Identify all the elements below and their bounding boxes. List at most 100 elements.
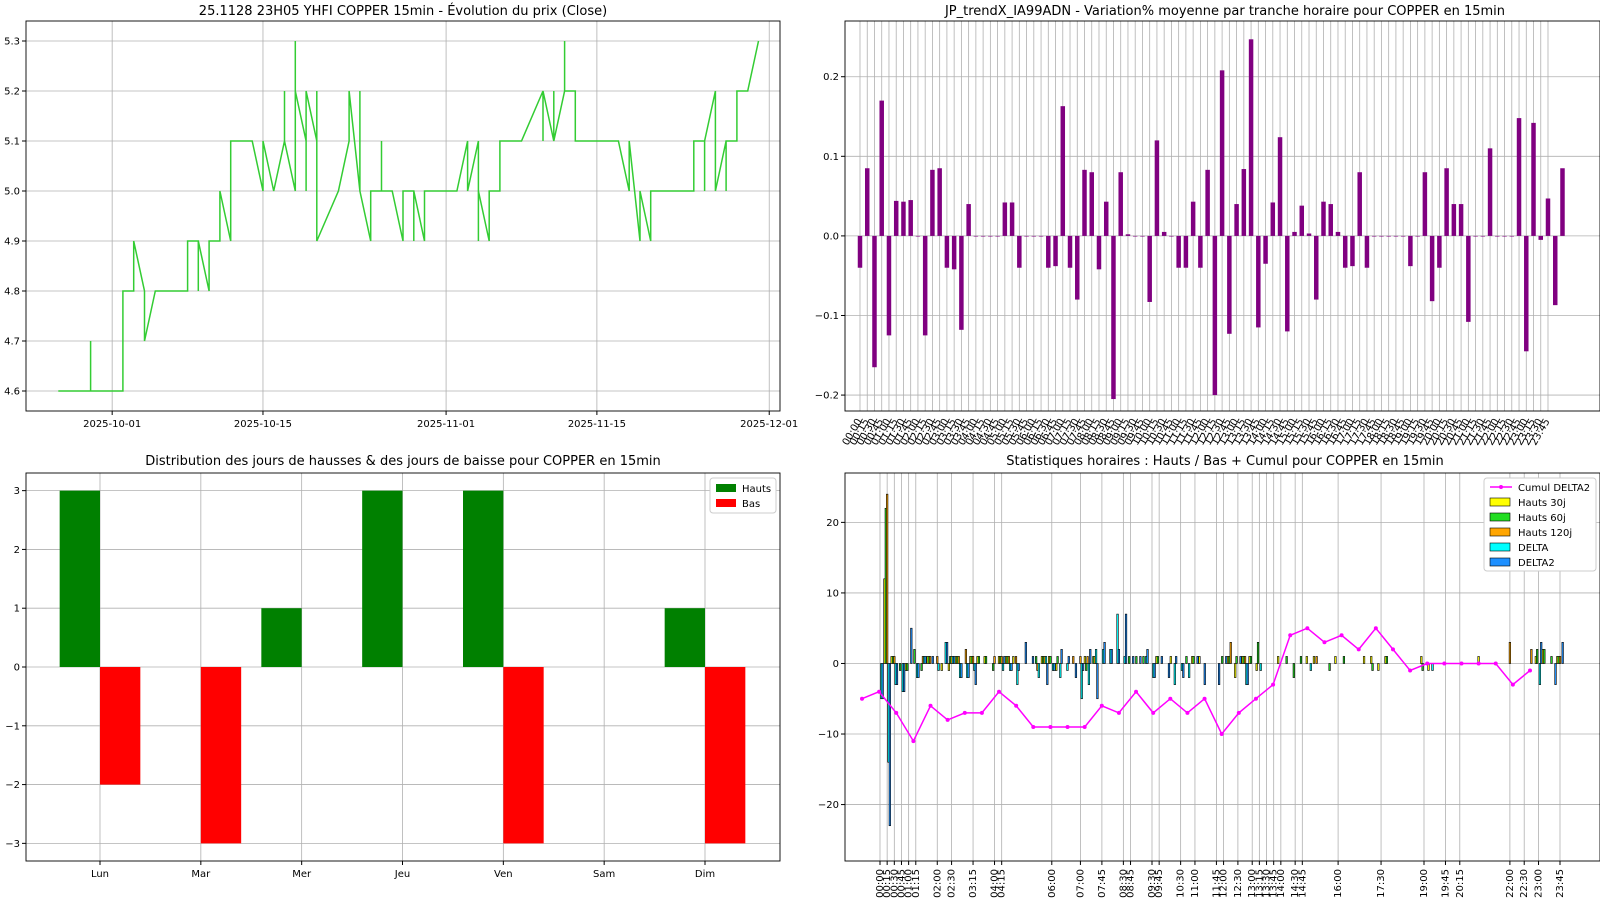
hourly-x-tick-label: 02:00 (932, 869, 943, 898)
hauts-120j-bar (1243, 656, 1247, 664)
cumul-delta2-point (1493, 661, 1498, 666)
hauts-120j-bar (1072, 656, 1075, 664)
hauts-60j-bar (1342, 656, 1346, 664)
delta2-bar (881, 663, 884, 700)
variation-y-tick-label: 0.1 (823, 152, 839, 163)
variation-chart-frame (844, 20, 1600, 412)
hauts-60j-bar (1249, 656, 1252, 664)
delta2-bar (895, 663, 899, 685)
hauts-120j-bar (964, 649, 967, 664)
hourly-x-tick-label: 10:30 (1176, 869, 1187, 898)
delta2-bar (1110, 649, 1113, 664)
variation-bar (930, 169, 935, 236)
hauts-60j-bar (1156, 656, 1159, 664)
delta2-bar (1139, 656, 1142, 664)
variation-bar (1393, 235, 1399, 237)
hauts-120j-bar (893, 656, 896, 664)
cumul-delta2-point (1014, 703, 1019, 708)
variation-bar (864, 168, 870, 236)
hauts-120j-bar (1508, 642, 1511, 664)
variation-bar (980, 235, 986, 237)
hauts-120j-bar (1014, 656, 1018, 664)
cumul-delta2-point (1373, 626, 1378, 631)
variation-bar (879, 100, 884, 236)
variation-bar (1198, 235, 1203, 268)
variation-bar (944, 235, 950, 268)
variation-bar (1140, 235, 1145, 237)
delta2-bar (960, 663, 963, 678)
variation-bar (1089, 172, 1094, 236)
delta-bar (1080, 663, 1083, 700)
cumul-delta2-point (1322, 640, 1327, 645)
variation-bar (1379, 235, 1384, 237)
hourly-x-tick-label: 00:45 (896, 869, 907, 898)
delta2-bar (1117, 649, 1120, 664)
variation-bar (1538, 235, 1544, 240)
cumul-delta2-point (877, 689, 882, 694)
variation-bar (1299, 205, 1305, 236)
variation-bar (1190, 201, 1196, 236)
variation-bar (1458, 204, 1464, 236)
hourly-x-tick-label: 14:30 (1290, 869, 1301, 898)
variation-bar (1531, 122, 1536, 236)
hourly-y-tick-label: −10 (818, 730, 839, 741)
cumul-delta2-point (1339, 633, 1344, 638)
variation-bar (1285, 235, 1290, 332)
variation-bar (951, 235, 957, 270)
hauts-60j-bar (1128, 656, 1131, 664)
hauts-bar (362, 490, 403, 667)
hauts-60j-bar (1049, 656, 1052, 664)
hauts-120j-bar (993, 656, 996, 664)
hauts-120j-bar (1229, 642, 1232, 664)
cumul-delta2-point (1253, 696, 1258, 701)
delta-bar (1309, 663, 1312, 671)
cumul-delta2-point (1185, 710, 1190, 715)
variation-bar (901, 201, 906, 236)
price-chart-title: 25.1128 23H05 YHFI COPPER 15min - Évolut… (199, 3, 607, 19)
hauts-120j-bar (957, 656, 960, 664)
variation-bar (1082, 169, 1087, 236)
hourly-y-tick-label: 20 (826, 518, 839, 529)
variation-chart: JP_trendX_IA99ADN - Variation% moyenne p… (815, 4, 1600, 447)
hourly-x-tick-label: 11:45 (1211, 869, 1222, 898)
distribution-x-tick-label: Sam (593, 869, 615, 880)
hauts-30j-bar (1234, 663, 1237, 678)
hauts-60j-bar (1221, 656, 1224, 664)
variation-bar (1545, 198, 1551, 236)
hauts-60j-bar (1256, 642, 1260, 664)
variation-bar (1386, 235, 1391, 237)
delta-bar (1037, 663, 1040, 678)
variation-bar (959, 235, 964, 330)
hauts-bar (261, 608, 302, 667)
hauts-60j-bar (906, 663, 909, 671)
hauts-bar (59, 490, 100, 667)
variation-bar (1422, 172, 1428, 236)
price-y-tick-label: 4.8 (4, 287, 20, 298)
variation-bar (966, 204, 971, 236)
hauts-60j-bar (1192, 656, 1195, 664)
variation-bar (1017, 235, 1022, 268)
variation-bar (915, 235, 921, 237)
delta2-bar (1003, 656, 1006, 664)
cumul-delta2-point (1031, 724, 1036, 729)
variation-bar (1357, 172, 1362, 236)
hourly-x-tick-label: 01:00 (904, 869, 915, 898)
delta-bar (1016, 663, 1019, 685)
delta2-bar (1146, 649, 1149, 664)
variation-bar (988, 235, 993, 237)
distribution-x-tick-label: Jeu (394, 869, 410, 880)
cumul-delta2-point (1288, 633, 1293, 638)
hourly-x-tick-label: 00:30 (889, 869, 900, 898)
delta-bar (1431, 663, 1434, 671)
variation-bar (1429, 235, 1435, 302)
price-close-line (58, 40, 760, 392)
price-y-tick-label: 4.9 (4, 237, 20, 248)
price-y-tick-label: 5.2 (4, 87, 20, 98)
hauts-30j-bar (1312, 656, 1316, 664)
legend-bas-swatch (716, 499, 736, 507)
price-y-tick-label: 4.6 (4, 387, 20, 398)
cumul-delta2-point (1236, 710, 1241, 715)
delta2-bar (931, 656, 934, 664)
delta2-bar (1160, 656, 1163, 664)
